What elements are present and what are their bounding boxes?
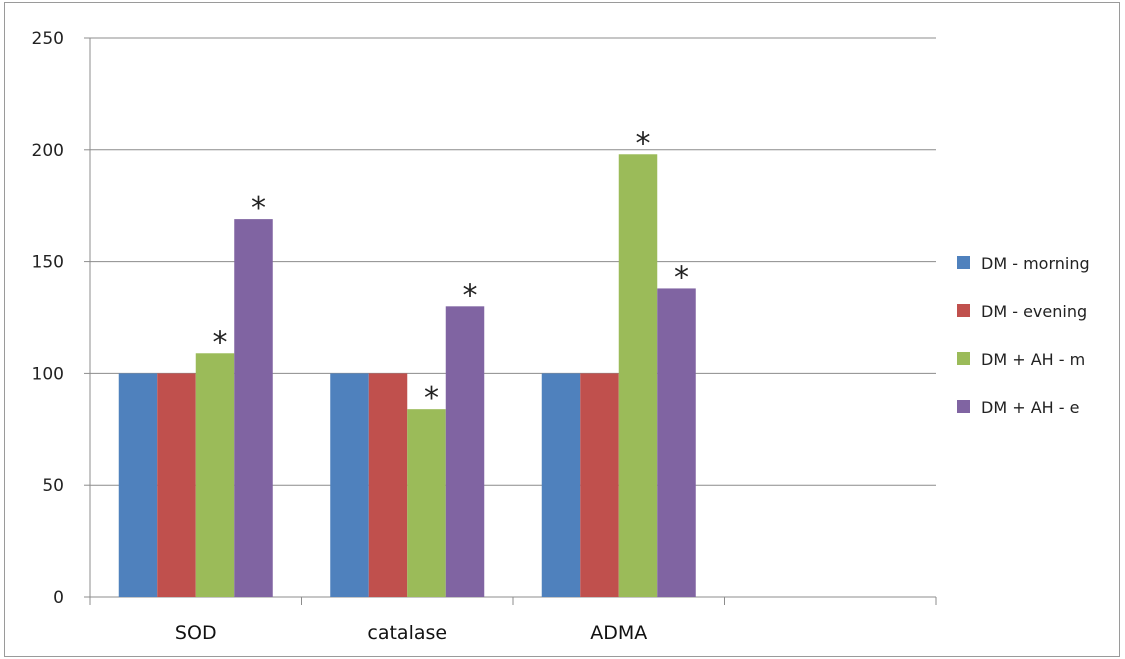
- bar: [234, 219, 273, 597]
- bar: [118, 373, 158, 597]
- bar: [407, 409, 446, 597]
- legend-swatch: [957, 304, 970, 317]
- y-tick-label: 250: [32, 29, 64, 49]
- significance-star: *: [636, 126, 651, 161]
- y-tick-label: 200: [32, 141, 64, 161]
- chart-frame: [4, 2, 1120, 657]
- y-axis-ticks: 0 50 100 150 200 250: [32, 29, 90, 608]
- legend-swatch: [957, 400, 970, 413]
- legend-label: DM + AH - m: [981, 350, 1085, 369]
- bar: [618, 154, 658, 597]
- x-axis-labels: SOD catalase ADMA: [175, 622, 647, 644]
- legend-label: DM - morning: [981, 254, 1090, 273]
- significance-star: *: [251, 191, 266, 226]
- legend: DM - morning DM - evening DM + AH - m DM + …: [957, 254, 1090, 417]
- y-tick-label: 100: [32, 364, 64, 384]
- bar: [195, 353, 235, 597]
- x-category-label: catalase: [367, 622, 447, 644]
- legend-swatch: [957, 352, 970, 365]
- bars: [118, 154, 696, 597]
- bar: [368, 373, 408, 597]
- bar: [657, 288, 696, 597]
- legend-swatch: [957, 256, 970, 269]
- significance-star: *: [213, 325, 228, 360]
- bar: [445, 306, 485, 597]
- legend-label: DM - evening: [981, 302, 1087, 321]
- y-tick-label: 0: [53, 588, 64, 608]
- y-tick-label: 50: [42, 476, 64, 496]
- legend-label: DM + AH - e: [981, 398, 1079, 417]
- bar: [580, 373, 619, 597]
- significance-star: *: [674, 260, 689, 295]
- bar: [157, 373, 196, 597]
- significance-markers: * * * * * *: [213, 126, 690, 416]
- significance-star: *: [463, 278, 478, 313]
- bar: [541, 373, 581, 597]
- x-category-label: ADMA: [590, 622, 647, 644]
- significance-star: *: [424, 381, 439, 416]
- bar: [330, 373, 369, 597]
- y-tick-label: 150: [32, 253, 64, 273]
- x-category-label: SOD: [175, 622, 217, 644]
